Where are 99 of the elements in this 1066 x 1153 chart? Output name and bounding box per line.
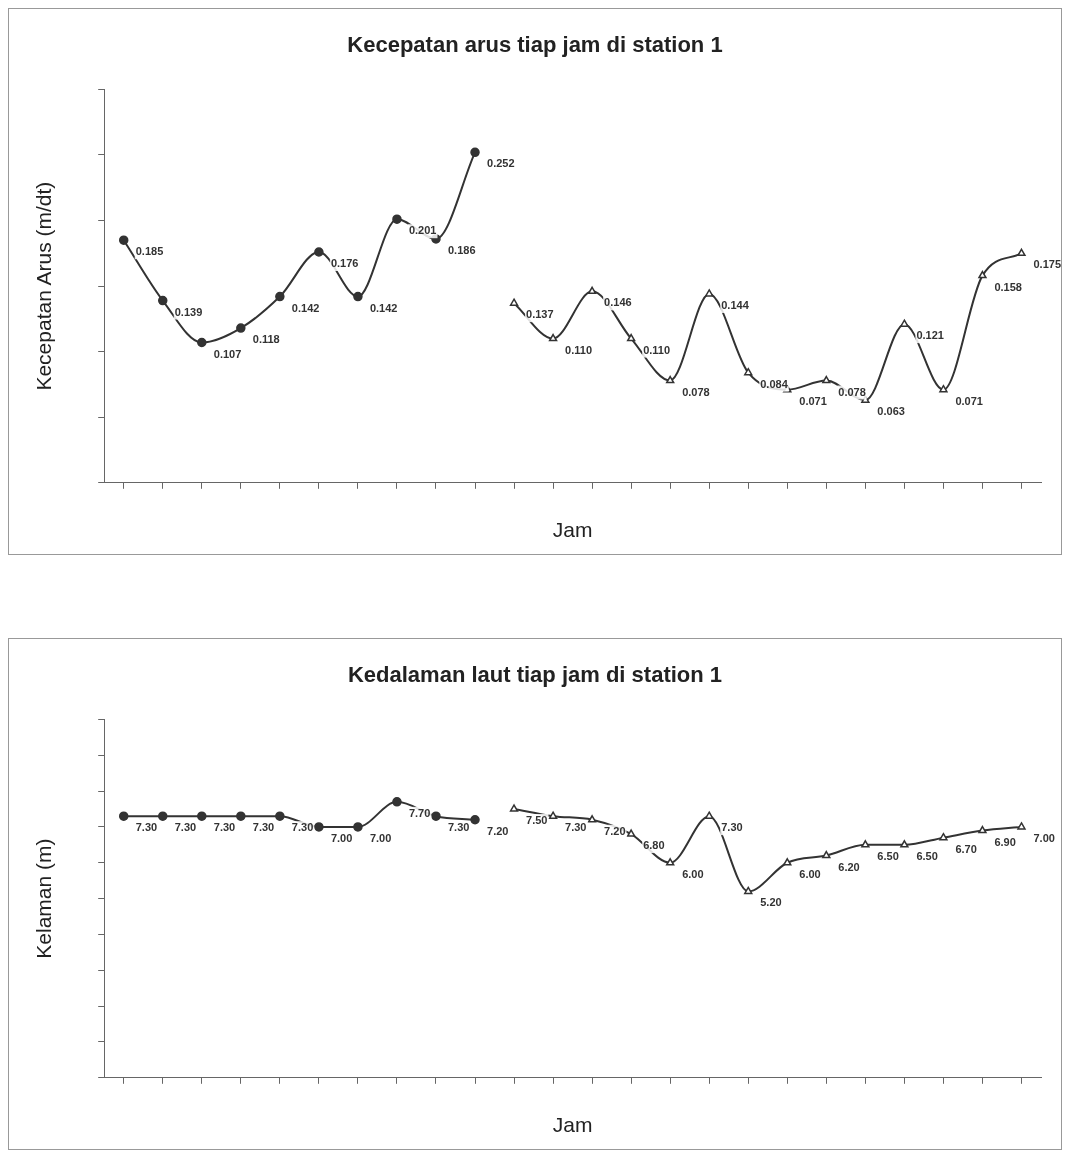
data-label: 7.00 — [369, 831, 392, 844]
point — [822, 375, 831, 384]
point — [275, 291, 285, 302]
data-label: 6.00 — [682, 867, 704, 880]
point — [118, 811, 129, 821]
data-label: 7.70 — [408, 806, 431, 819]
point — [705, 811, 714, 819]
data-label: 5.20 — [760, 896, 782, 909]
point — [744, 886, 753, 895]
point — [705, 289, 714, 297]
point — [978, 825, 987, 834]
point — [470, 147, 480, 158]
point — [470, 815, 480, 825]
data-label: 7.50 — [526, 814, 548, 827]
data-label: 0.201 — [408, 224, 437, 237]
point — [197, 811, 207, 821]
x-axis-title: Jam — [552, 518, 593, 542]
y-axis-title: Kecepatan Arus (m/dt) — [32, 181, 56, 391]
point — [118, 235, 129, 245]
data-label: 0.139 — [174, 305, 203, 318]
data-label: 0.110 — [643, 343, 671, 356]
data-label: 6.20 — [838, 860, 860, 873]
x-axis-title: Jam — [552, 1113, 593, 1137]
point — [158, 295, 168, 306]
data-label: 7.20 — [487, 824, 509, 837]
point — [822, 850, 831, 859]
point — [353, 822, 363, 832]
data-label: 7.30 — [252, 821, 275, 834]
point — [900, 319, 909, 327]
point — [197, 337, 207, 348]
data-label: 7.30 — [447, 821, 470, 834]
point — [939, 384, 948, 393]
point — [392, 797, 402, 807]
point — [431, 811, 441, 821]
data-label: 0.110 — [565, 343, 593, 356]
data-label: 0.063 — [877, 405, 905, 418]
data-label: 0.175 — [1033, 258, 1062, 271]
data-label: 0.176 — [330, 257, 359, 270]
point — [1017, 248, 1026, 257]
point — [587, 815, 597, 823]
data-label: 0.107 — [213, 347, 242, 360]
data-label: 0.071 — [955, 394, 983, 407]
point — [353, 291, 363, 302]
data-label: 0.142 — [291, 301, 320, 314]
data-label: 0.144 — [721, 299, 750, 311]
chart-title: Kecepatan arus tiap jam di station 1 — [347, 32, 723, 58]
data-label: 7.30 — [174, 821, 197, 834]
point — [509, 804, 519, 812]
point — [939, 832, 948, 841]
data-label: 6.90 — [994, 835, 1016, 848]
data-label: 0.071 — [799, 394, 827, 407]
data-label: 7.30 — [565, 821, 587, 834]
data-label: 7.00 — [330, 831, 353, 844]
point — [626, 829, 636, 837]
point — [665, 858, 675, 866]
data-label: 0.185 — [135, 245, 164, 258]
point — [861, 840, 870, 848]
point — [548, 811, 558, 819]
data-label: 7.30 — [291, 821, 314, 834]
data-label: 0.078 — [838, 385, 866, 398]
point — [744, 367, 753, 376]
data-label: 7.30 — [721, 821, 743, 834]
data-label: 7.30 — [135, 821, 158, 834]
data-label: 7.30 — [213, 821, 236, 834]
data-label: 0.137 — [526, 308, 554, 321]
y-axis-title: Kelaman (m) — [32, 838, 56, 959]
point — [158, 811, 168, 821]
point — [509, 298, 519, 306]
data-label: 0.158 — [994, 280, 1022, 293]
data-label: 6.50 — [916, 849, 938, 862]
point — [626, 333, 636, 342]
data-label: 0.078 — [682, 385, 710, 398]
point — [275, 811, 285, 821]
point — [548, 333, 558, 342]
data-label: 6.50 — [877, 849, 899, 862]
data-label: 0.186 — [447, 243, 476, 256]
data-label: 0.142 — [369, 301, 398, 314]
data-label: 0.146 — [604, 296, 632, 309]
data-label: 0.118 — [252, 333, 280, 346]
data-label: 7.20 — [604, 824, 626, 837]
point — [665, 375, 675, 384]
data-label: 0.252 — [487, 157, 515, 170]
point — [587, 286, 597, 295]
point — [978, 270, 987, 279]
point — [314, 822, 324, 832]
data-label: 0.121 — [916, 329, 944, 342]
chart-title: Kedalaman laut tiap jam di station 1 — [347, 662, 723, 688]
data-label: 6.00 — [799, 867, 821, 880]
data-label: 6.70 — [955, 842, 977, 855]
data-label: 0.084 — [760, 377, 789, 390]
point — [236, 323, 246, 333]
point — [392, 214, 402, 224]
data-label: 7.00 — [1033, 831, 1055, 844]
point — [236, 811, 246, 821]
point — [900, 840, 909, 848]
point — [314, 247, 324, 257]
point — [1017, 822, 1026, 830]
data-label: 6.80 — [643, 839, 665, 852]
point — [783, 858, 792, 866]
